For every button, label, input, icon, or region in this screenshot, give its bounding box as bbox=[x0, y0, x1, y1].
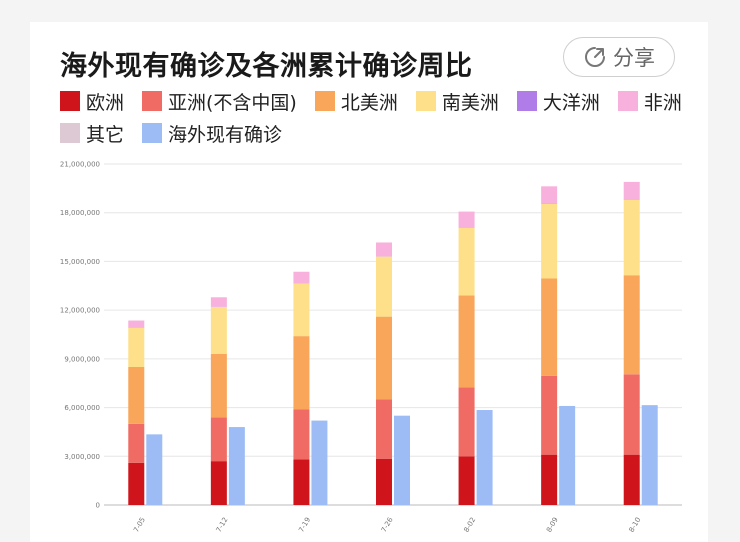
bar-active bbox=[146, 434, 163, 505]
legend-swatch bbox=[617, 91, 638, 111]
legend-swatch bbox=[60, 91, 80, 111]
bar-active bbox=[559, 405, 576, 505]
legend-label: 其它 bbox=[86, 123, 125, 146]
share-label: 分享 bbox=[613, 46, 655, 70]
bar-segment-north-america bbox=[128, 366, 145, 424]
bar-segment-africa bbox=[293, 271, 310, 284]
x-tick-label: 8-10 bbox=[628, 516, 643, 534]
bar-segment-south-america bbox=[458, 227, 475, 296]
x-tick-label: 7-12 bbox=[215, 516, 230, 534]
bar-segment-europe bbox=[458, 456, 475, 505]
legend-label: 北美洲 bbox=[340, 91, 398, 114]
legend-item-south-america[interactable]: 南美洲 bbox=[415, 90, 499, 114]
legend-swatch bbox=[314, 91, 335, 111]
stacked-bar-chart: 0 3,000,000 6,000,000 9,000,000 12,000,000 15… bbox=[60, 161, 682, 534]
bar-active bbox=[641, 405, 658, 505]
bar-segment-south-america bbox=[128, 328, 145, 367]
bar-segment-north-america bbox=[210, 353, 227, 418]
bar-segment-europe bbox=[376, 458, 392, 505]
x-tick-label: 7-05 bbox=[132, 516, 147, 534]
x-tick-label: 7-19 bbox=[297, 516, 312, 534]
legend-label: 大洋洲 bbox=[542, 91, 600, 114]
legend-item-other[interactable]: 其它 bbox=[60, 122, 125, 146]
legend-item-europe[interactable]: 欧洲 bbox=[60, 90, 125, 114]
y-tick-label: 0 bbox=[96, 502, 100, 510]
bar-segment-europe bbox=[293, 459, 310, 505]
legend-label: 非洲 bbox=[643, 91, 682, 114]
bar-active bbox=[394, 415, 410, 505]
bar-segment-europe bbox=[128, 462, 145, 505]
bar-segment-europe bbox=[623, 454, 640, 505]
share-icon bbox=[585, 47, 605, 67]
bar-segment-south-america bbox=[541, 203, 558, 279]
y-tick-label: 9,000,000 bbox=[64, 355, 100, 363]
bar-segment-africa bbox=[541, 186, 558, 204]
bar-segment-asia bbox=[293, 409, 310, 460]
y-tick-label: 21,000,000 bbox=[60, 161, 100, 169]
bar-segment-asia bbox=[376, 399, 392, 459]
y-tick-label: 12,000,000 bbox=[60, 307, 100, 315]
legend-item-asia[interactable]: 亚洲(不含中国) bbox=[142, 90, 297, 114]
y-tick-label: 3,000,000 bbox=[64, 453, 100, 461]
bar-segment-europe bbox=[210, 461, 227, 505]
bar-segment-north-america bbox=[376, 316, 392, 400]
bar-segment-europe bbox=[541, 454, 558, 505]
chart-title: 海外现有确诊及各洲累计确诊周比 bbox=[60, 51, 473, 82]
bar-segment-asia bbox=[210, 417, 227, 462]
bar-segment-north-america bbox=[541, 278, 558, 376]
legend-swatch bbox=[516, 91, 537, 111]
bar-segment-south-america bbox=[293, 283, 310, 337]
x-tick-label: 8-09 bbox=[545, 516, 560, 534]
bar-segment-asia bbox=[623, 374, 640, 455]
bar-segment-africa bbox=[210, 297, 227, 307]
bar-segment-asia bbox=[128, 423, 145, 463]
bar-segment-south-america bbox=[210, 306, 227, 354]
bar-segment-asia bbox=[458, 387, 475, 457]
legend-swatch bbox=[415, 91, 436, 111]
bar-segment-africa bbox=[458, 211, 475, 228]
legend-item-africa[interactable]: 非洲 bbox=[617, 90, 682, 114]
legend-label: 欧洲 bbox=[86, 91, 125, 114]
bar-active bbox=[311, 420, 328, 505]
bar-active bbox=[476, 410, 493, 505]
legend-label: 南美洲 bbox=[441, 91, 499, 114]
bar-segment-north-america bbox=[293, 336, 310, 410]
legend-swatch bbox=[142, 123, 163, 143]
legend-label: 亚洲(不含中国) bbox=[168, 91, 297, 114]
chart-legend: 欧洲 亚洲(不含中国) 北美洲 南美洲 大洋洲 非洲其它 海外现有确诊 bbox=[60, 90, 700, 146]
bar-segment-north-america bbox=[458, 295, 475, 388]
legend-swatch bbox=[60, 123, 80, 143]
bar-segment-africa bbox=[623, 181, 640, 200]
bar-active bbox=[228, 427, 245, 505]
y-tick-label: 6,000,000 bbox=[64, 404, 100, 412]
legend-swatch bbox=[142, 91, 163, 111]
chart-card: 海外现有确诊及各洲累计确诊周比 分享 欧洲 亚洲(不含中国) 北美洲 南美洲 大洋洲 非洲… bbox=[30, 22, 708, 542]
bar-segment-north-america bbox=[623, 275, 640, 375]
y-tick-label: 15,000,000 bbox=[60, 258, 100, 266]
legend-item-north-america[interactable]: 北美洲 bbox=[314, 90, 398, 114]
bar-segment-south-america bbox=[623, 199, 640, 276]
share-button[interactable]: 分享 bbox=[563, 37, 675, 77]
legend-item-oceania[interactable]: 大洋洲 bbox=[516, 90, 600, 114]
bar-segment-south-america bbox=[376, 256, 392, 317]
bar-segment-africa bbox=[376, 242, 392, 257]
bar-segment-africa bbox=[128, 320, 145, 328]
x-tick-label: 8-02 bbox=[462, 516, 477, 534]
y-tick-label: 18,000,000 bbox=[60, 209, 100, 217]
bar-segment-asia bbox=[541, 375, 558, 455]
legend-label: 海外现有确诊 bbox=[168, 123, 283, 146]
legend-item-active[interactable]: 海外现有确诊 bbox=[142, 122, 283, 146]
x-tick-label: 7-26 bbox=[380, 516, 395, 534]
